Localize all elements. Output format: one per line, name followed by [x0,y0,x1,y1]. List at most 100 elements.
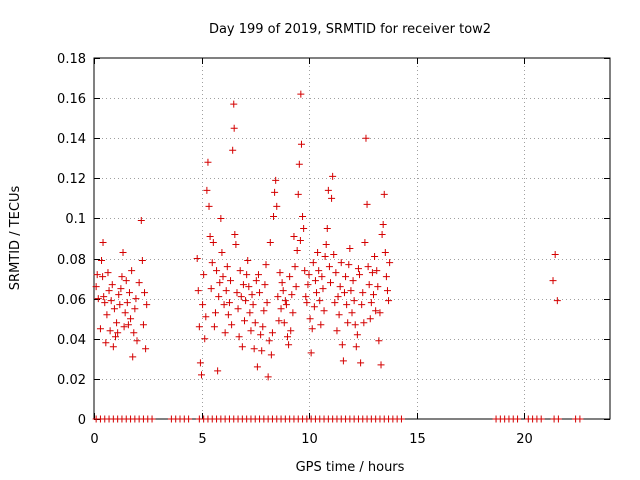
data-point [386,259,394,267]
data-point [346,245,354,253]
data-point [238,343,246,351]
data-point [128,267,136,275]
data-point [222,287,230,295]
data-point [96,325,104,333]
data-point [267,351,275,359]
data-point [236,267,244,275]
data-point [109,343,117,351]
data-point [104,269,112,277]
data-point [336,283,344,291]
data-point [250,345,258,353]
data-point [137,216,145,224]
data-point [549,277,557,285]
data-point [297,90,305,98]
data-point [361,239,369,247]
data-point [334,293,342,301]
data-point [198,371,205,379]
data-point [264,373,272,381]
data-point [237,293,245,301]
data-point [229,146,237,154]
data-point [537,415,545,423]
data-point [110,305,118,313]
data-point [325,263,333,271]
data-point [375,337,383,345]
data-point [296,237,304,245]
data-point [282,301,290,309]
data-point [280,319,288,327]
x-tick-label: 15 [409,432,426,447]
y-tick-label: 0.14 [57,132,86,147]
data-point [261,281,269,289]
data-point [514,415,522,423]
data-point [225,299,233,307]
data-point [203,186,211,194]
data-point [295,160,303,168]
data-point [311,277,319,285]
y-tick-label: 0 [78,413,86,428]
data-point [345,261,353,269]
data-point [195,323,203,331]
data-point [278,279,286,287]
data-point [130,329,138,337]
data-point [200,271,208,279]
data-point [305,271,313,279]
data-point [277,305,285,313]
data-point [223,263,231,271]
y-tick-label: 0.1 [65,212,86,227]
data-point [364,263,372,271]
data-point [302,293,310,301]
data-point [377,361,385,369]
y-tick-label: 0.08 [57,253,86,268]
data-point [344,319,352,327]
data-point [307,349,315,357]
data-point [363,200,371,208]
data-point [315,267,323,275]
data-point [120,323,128,331]
data-point [319,285,327,293]
data-point [381,249,389,257]
data-point [360,319,368,327]
data-point [270,212,278,220]
y-tick-label: 0.12 [57,172,86,187]
data-point [339,357,347,365]
data-point [121,309,129,317]
data-point [343,301,351,309]
data-point [273,202,281,210]
data-point [372,307,380,315]
data-point [257,331,265,339]
data-point [554,415,562,423]
data-point [228,321,236,329]
data-point [385,297,393,305]
data-point [196,359,204,367]
data-point [348,309,356,317]
data-point [371,253,379,261]
data-point [342,273,350,281]
data-point [100,293,108,301]
data-point [141,289,149,297]
data-point [351,321,359,329]
data-point [139,321,147,329]
data-point [271,188,279,196]
data-point [199,301,207,309]
data-point [357,359,365,367]
data-point [119,249,127,257]
data-point [260,307,268,315]
data-point [113,319,121,327]
data-point [214,367,222,375]
data-point [246,309,254,317]
data-point [114,329,122,337]
data-point [297,140,305,148]
data-point [99,239,107,247]
data-point [102,339,110,347]
data-point [383,287,391,295]
data-point [220,301,228,309]
data-point [193,255,201,263]
data-point [368,269,376,277]
data-point [376,309,384,317]
data-point [306,315,314,323]
data-point [347,287,355,295]
data-point [101,299,109,307]
data-point [232,241,240,249]
data-point [235,333,243,341]
data-point [244,257,252,265]
